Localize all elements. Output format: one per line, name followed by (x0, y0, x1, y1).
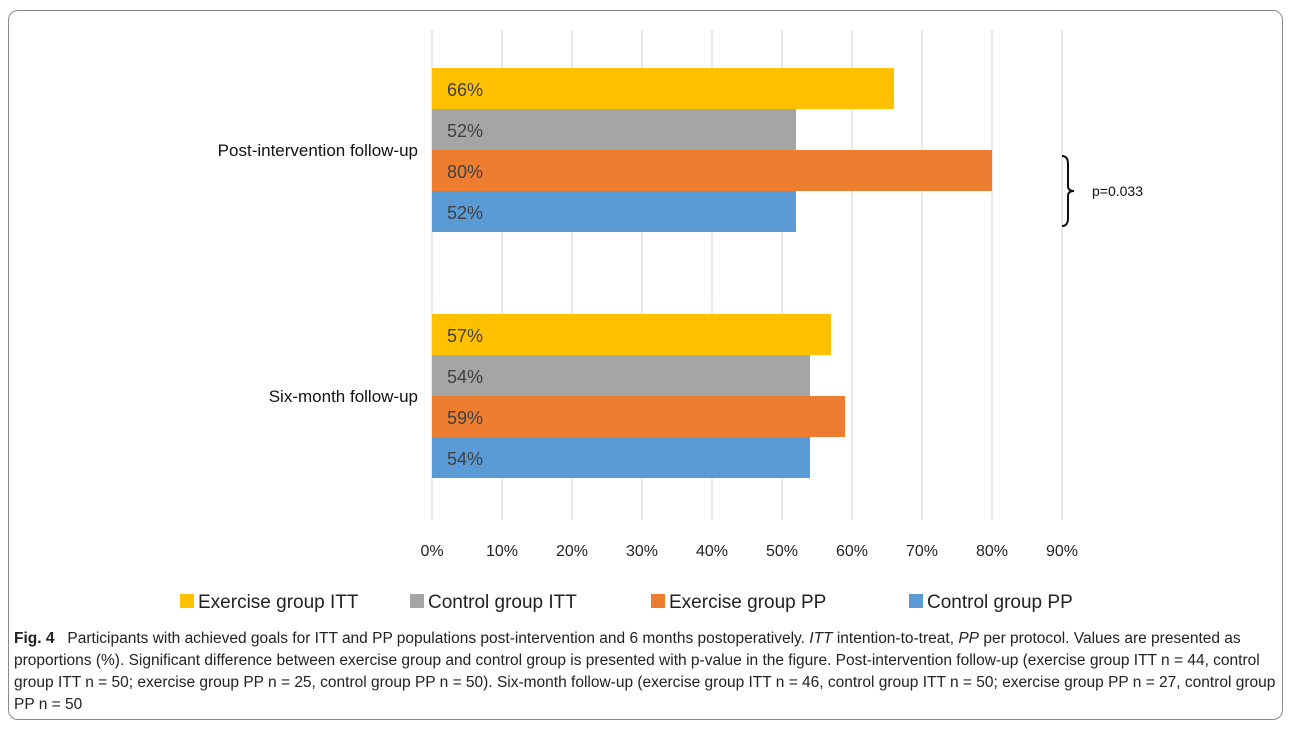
legend-label: Control group PP (927, 592, 1073, 613)
bar-data-label: 66% (447, 80, 483, 100)
caption-text: intention-to-treat, (836, 630, 955, 647)
category-label: Post-intervention follow-up (218, 141, 418, 160)
significance-bracket (1061, 155, 1075, 227)
x-tick-label: 10% (486, 543, 518, 560)
x-tick-label: 80% (976, 543, 1008, 560)
legend-swatch (180, 594, 194, 608)
x-tick-labels: 0% 10% 20% 30% 40% 50% 60% 70% 80% 90% (420, 543, 1078, 560)
bar (432, 437, 810, 478)
legend-swatch (651, 594, 665, 608)
bar-data-label: 52% (447, 203, 483, 223)
category-labels: Post-intervention follow-up Six-month fol… (218, 141, 418, 406)
legend: Exercise group ITT Control group ITT Exerc… (180, 592, 1073, 613)
x-tick-label: 70% (906, 543, 938, 560)
category-label: Six-month follow-up (269, 387, 418, 406)
bar-data-label: 52% (447, 121, 483, 141)
caption-abbr-itt: ITT (809, 630, 833, 647)
x-tick-label: 20% (556, 543, 588, 560)
bar-data-label: 54% (447, 449, 483, 469)
figure-caption: Fig. 4 Participants with achieved goals … (14, 628, 1279, 716)
x-tick-label: 40% (696, 543, 728, 560)
legend-label: Exercise group PP (669, 592, 826, 613)
significance-annotation: p=0.033 (1061, 155, 1143, 227)
legend-swatch (410, 594, 424, 608)
bar-data-label: 57% (447, 326, 483, 346)
figure-label: Fig. 4 (14, 630, 55, 647)
caption-abbr-pp: PP (958, 630, 980, 647)
bar (432, 314, 831, 355)
bar (432, 150, 992, 191)
caption-text: Participants with achieved goals for ITT… (67, 630, 805, 647)
bar-data-label: 59% (447, 408, 483, 428)
x-tick-label: 90% (1046, 543, 1078, 560)
bar (432, 68, 894, 109)
bars: 66% 52% 80% 52% 57% 54% 59% 54% (432, 68, 992, 478)
legend-label: Exercise group ITT (198, 592, 359, 613)
bar (432, 396, 845, 437)
bar (432, 355, 810, 396)
bar-data-label: 80% (447, 162, 483, 182)
caption-text: per protocol. Values are presented as pr… (14, 630, 1276, 713)
x-tick-label: 30% (626, 543, 658, 560)
bar-chart: 66% 52% 80% 52% 57% 54% 59% 54% Post-interventi… (180, 30, 1143, 613)
legend-label: Control group ITT (428, 592, 577, 613)
legend-swatch (909, 594, 923, 608)
bar (432, 109, 796, 150)
x-tick-label: 50% (766, 543, 798, 560)
bar (432, 191, 796, 232)
p-value-label: p=0.033 (1092, 183, 1143, 199)
bar-data-label: 54% (447, 367, 483, 387)
x-tick-label: 0% (420, 543, 443, 560)
x-tick-label: 60% (836, 543, 868, 560)
